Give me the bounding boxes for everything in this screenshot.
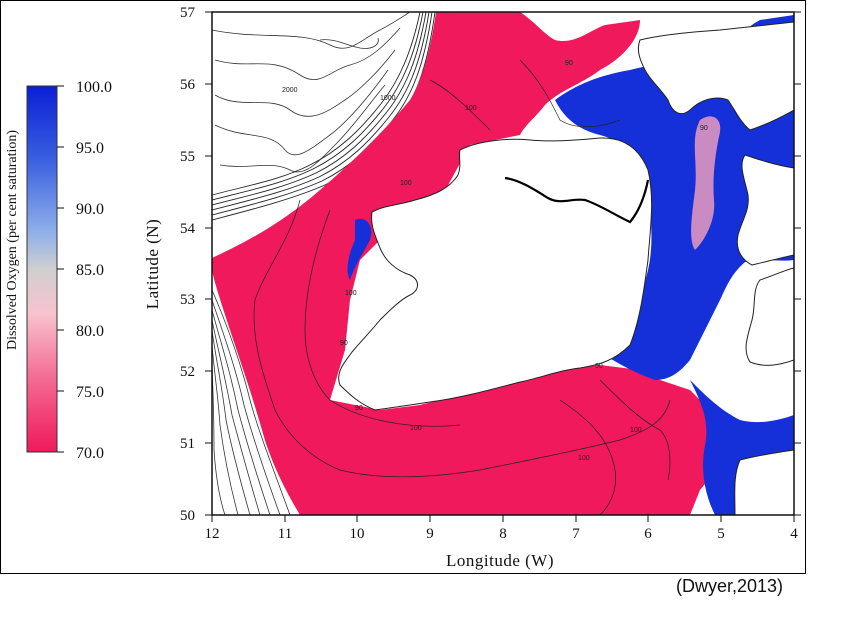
contour-label: 100 [578, 455, 590, 462]
x-tick-label: 6 [644, 526, 652, 542]
y-tick-label: 56 [180, 77, 196, 93]
colorbar-label: 100.0 [76, 79, 112, 96]
y-tick-label: 54 [180, 221, 196, 237]
x-ticks [211, 515, 795, 522]
y-tick-labels: 57 56 55 54 53 52 51 50 [180, 5, 196, 524]
x-axis-title: Longitude (W) [446, 551, 554, 570]
citation-text: (Dwyer,2013) [676, 576, 784, 596]
depth-contours [253, 59, 671, 515]
x-tick-label: 12 [205, 526, 220, 542]
colorbar-title: Dissolved Oxygen (per cent saturation) [5, 130, 20, 350]
x-tick-label: 5 [717, 526, 725, 542]
contour-labels: 100 100 100 100 100 90 90 90 90 90 1000 … [282, 60, 708, 462]
contour-label: 90 [700, 125, 708, 132]
cornwall-landmass [734, 449, 794, 515]
contour-label: 100 [630, 427, 642, 434]
colorbar-label: 75.0 [76, 384, 104, 401]
contour-label: 90 [340, 340, 348, 347]
ireland-landmass [338, 137, 653, 411]
ni-border [504, 176, 650, 224]
y-tick-label: 51 [180, 436, 195, 452]
contour-label: 90 [355, 405, 363, 412]
y-tick-label: 55 [180, 149, 195, 165]
colorbar-label: 80.0 [76, 323, 104, 340]
low-oxygen-waters [212, 12, 725, 515]
sw-bathymetry [212, 289, 291, 515]
x-tick-label: 10 [350, 526, 365, 542]
x-tick-label: 11 [278, 526, 292, 542]
colorbar-label: 90.0 [76, 201, 104, 218]
y-tick-label: 57 [180, 5, 196, 21]
colorbar-label: 70.0 [76, 445, 104, 462]
contour-label: 100 [345, 290, 357, 297]
colorbar-label: 85.0 [76, 262, 104, 279]
contour-label: 90 [565, 60, 573, 67]
map-plot-area: 100 100 100 100 100 90 90 90 90 90 1000 … [212, 12, 794, 515]
y-tick-label: 50 [180, 508, 195, 524]
x-tick-label: 8 [499, 526, 507, 542]
contour-label: 2000 [282, 87, 298, 94]
contour-label: 100 [400, 180, 412, 187]
y-tick-label: 52 [180, 364, 195, 380]
contour-label: 100 [465, 105, 477, 112]
x-tick-label: 9 [426, 526, 434, 542]
y-axis-title: Latitude (N) [143, 219, 162, 310]
contour-label: 1000 [380, 95, 396, 102]
britain-landmass [736, 154, 794, 266]
colorbar: 100.0 95.0 90.0 85.0 80.0 75.0 70.0 Diss… [5, 79, 112, 462]
transition-waters [691, 116, 721, 250]
x-tick-labels: 12 11 10 9 8 7 6 5 4 [205, 526, 799, 542]
bathymetry-contours [212, 12, 411, 173]
y-tick-label: 53 [180, 292, 195, 308]
x-tick-label: 7 [572, 526, 580, 542]
scotland-landmass [637, 21, 794, 131]
contour-label: 100 [410, 425, 422, 432]
colorbar-gradient [26, 85, 58, 453]
contour-label: 90 [595, 363, 603, 370]
x-tick-label: 4 [790, 526, 798, 542]
colorbar-label: 95.0 [76, 140, 104, 157]
y-ticks [205, 11, 801, 516]
wales-landmass [745, 267, 794, 366]
